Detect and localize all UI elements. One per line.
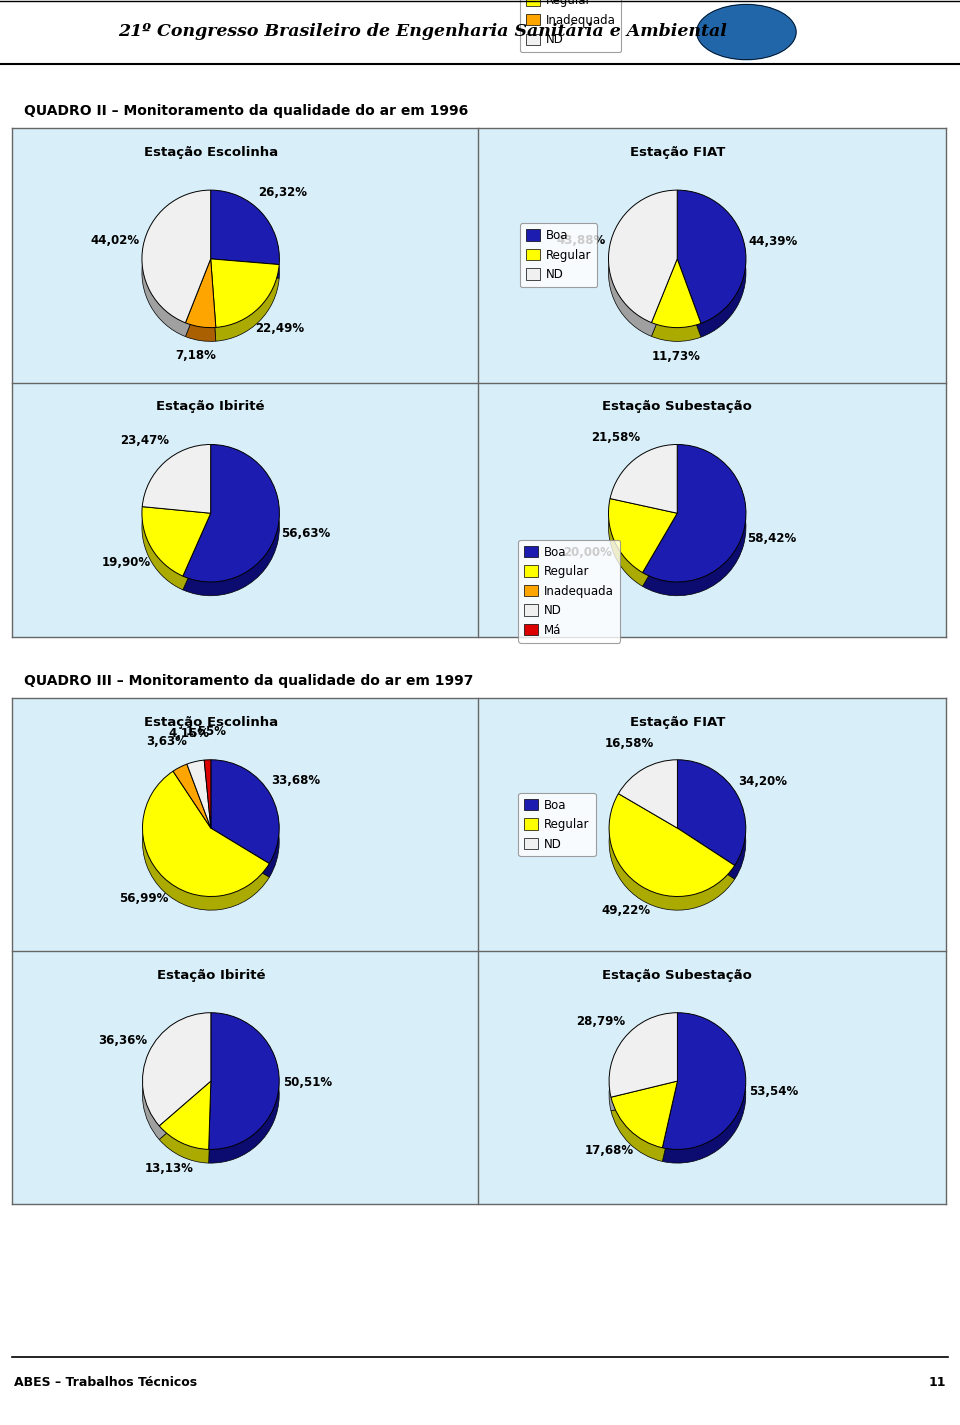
Wedge shape xyxy=(609,204,677,336)
Text: 22,49%: 22,49% xyxy=(254,322,304,335)
Text: 1,55%: 1,55% xyxy=(185,725,227,738)
Text: Estação Subestação: Estação Subestação xyxy=(603,969,753,982)
Text: 4,15%: 4,15% xyxy=(168,727,209,740)
Wedge shape xyxy=(610,459,677,527)
Wedge shape xyxy=(611,1082,678,1147)
Wedge shape xyxy=(142,204,210,336)
Wedge shape xyxy=(652,272,701,342)
Wedge shape xyxy=(142,507,210,576)
Wedge shape xyxy=(609,1013,678,1097)
Wedge shape xyxy=(652,259,701,328)
Wedge shape xyxy=(609,794,734,896)
Text: 11,73%: 11,73% xyxy=(651,351,700,363)
Wedge shape xyxy=(182,445,279,581)
Text: Estação Ibirité: Estação Ibirité xyxy=(156,969,265,982)
Text: 33,68%: 33,68% xyxy=(271,774,320,787)
Text: Estação Ibirité: Estação Ibirité xyxy=(156,400,265,413)
Wedge shape xyxy=(204,760,211,828)
Wedge shape xyxy=(159,1082,211,1150)
Wedge shape xyxy=(204,774,211,842)
Text: 23,47%: 23,47% xyxy=(121,435,170,447)
Wedge shape xyxy=(618,774,678,842)
Wedge shape xyxy=(185,272,216,342)
Text: ABES – Trabalhos Técnicos: ABES – Trabalhos Técnicos xyxy=(14,1375,198,1389)
Wedge shape xyxy=(611,1094,678,1161)
Wedge shape xyxy=(182,459,279,596)
Wedge shape xyxy=(208,1026,279,1163)
Wedge shape xyxy=(662,1026,746,1163)
Wedge shape xyxy=(142,771,270,896)
Text: 28,79%: 28,79% xyxy=(577,1015,626,1027)
Legend: Boa, Regular, Inadequada, ND, Má: Boa, Regular, Inadequada, ND, Má xyxy=(518,540,620,643)
Text: Estação FIAT: Estação FIAT xyxy=(630,145,725,158)
Wedge shape xyxy=(142,445,210,513)
Wedge shape xyxy=(208,1013,279,1150)
Text: Estação Escolinha: Estação Escolinha xyxy=(144,715,278,728)
Text: Estação FIAT: Estação FIAT xyxy=(630,715,725,728)
Wedge shape xyxy=(187,760,211,828)
Wedge shape xyxy=(642,459,746,596)
Text: 21,58%: 21,58% xyxy=(591,430,640,443)
Text: 44,02%: 44,02% xyxy=(90,234,139,247)
Legend: Boa, Regular, ND: Boa, Regular, ND xyxy=(518,792,595,856)
Text: 17,68%: 17,68% xyxy=(585,1144,634,1157)
Wedge shape xyxy=(142,459,210,527)
Text: Estação Escolinha: Estação Escolinha xyxy=(144,145,277,158)
Wedge shape xyxy=(609,513,677,586)
Text: 13,13%: 13,13% xyxy=(145,1163,194,1176)
Wedge shape xyxy=(642,445,746,581)
Text: 53,54%: 53,54% xyxy=(749,1086,799,1099)
Text: 21º Congresso Brasileiro de Engenharia Sanitária e Ambiental: 21º Congresso Brasileiro de Engenharia S… xyxy=(118,23,727,40)
Wedge shape xyxy=(609,190,677,322)
Wedge shape xyxy=(609,1026,678,1112)
Text: 20,00%: 20,00% xyxy=(564,546,612,559)
Text: 34,20%: 34,20% xyxy=(738,775,787,788)
Wedge shape xyxy=(210,259,279,328)
Wedge shape xyxy=(159,1094,211,1163)
Text: QUADRO II – Monitoramento da qualidade do ar em 1996: QUADRO II – Monitoramento da qualidade d… xyxy=(24,104,468,118)
Text: 11: 11 xyxy=(928,1375,946,1389)
Text: 43,88%: 43,88% xyxy=(557,234,606,247)
Text: 58,42%: 58,42% xyxy=(747,533,796,546)
Text: 16,58%: 16,58% xyxy=(605,737,654,751)
Wedge shape xyxy=(211,774,279,878)
Wedge shape xyxy=(211,760,279,864)
Wedge shape xyxy=(173,764,211,828)
Wedge shape xyxy=(185,259,216,328)
Wedge shape xyxy=(142,1013,211,1126)
Text: 36,36%: 36,36% xyxy=(98,1035,147,1047)
Wedge shape xyxy=(678,760,746,865)
Text: 44,39%: 44,39% xyxy=(749,235,798,248)
Wedge shape xyxy=(210,190,279,265)
Text: 19,90%: 19,90% xyxy=(102,556,151,569)
Text: 3,63%: 3,63% xyxy=(146,735,187,748)
Legend: Boa, Regular, ND: Boa, Regular, ND xyxy=(519,224,597,286)
Wedge shape xyxy=(610,445,677,513)
Text: QUADRO III – Monitoramento da qualidade do ar em 1997: QUADRO III – Monitoramento da qualidade … xyxy=(24,674,473,688)
Wedge shape xyxy=(210,204,279,278)
Wedge shape xyxy=(677,190,746,323)
Wedge shape xyxy=(609,499,677,573)
Wedge shape xyxy=(173,778,211,842)
Text: 7,18%: 7,18% xyxy=(176,349,216,362)
Text: 50,51%: 50,51% xyxy=(283,1076,332,1089)
Wedge shape xyxy=(142,785,270,911)
Wedge shape xyxy=(609,808,734,911)
Legend: Boa, Regular, Inadequada, ND: Boa, Regular, Inadequada, ND xyxy=(519,0,621,53)
Text: Estação Subestação: Estação Subestação xyxy=(602,400,753,413)
Text: 49,22%: 49,22% xyxy=(602,905,651,918)
Wedge shape xyxy=(618,760,678,828)
Wedge shape xyxy=(142,1026,211,1140)
Text: 26,32%: 26,32% xyxy=(258,187,307,200)
Wedge shape xyxy=(662,1013,746,1150)
Wedge shape xyxy=(142,190,210,323)
Circle shape xyxy=(697,4,796,60)
Wedge shape xyxy=(142,520,210,590)
Wedge shape xyxy=(678,774,746,879)
Wedge shape xyxy=(677,204,746,338)
Wedge shape xyxy=(187,774,211,842)
Wedge shape xyxy=(210,272,279,341)
Text: 56,99%: 56,99% xyxy=(119,892,168,905)
Text: 56,63%: 56,63% xyxy=(281,527,331,540)
